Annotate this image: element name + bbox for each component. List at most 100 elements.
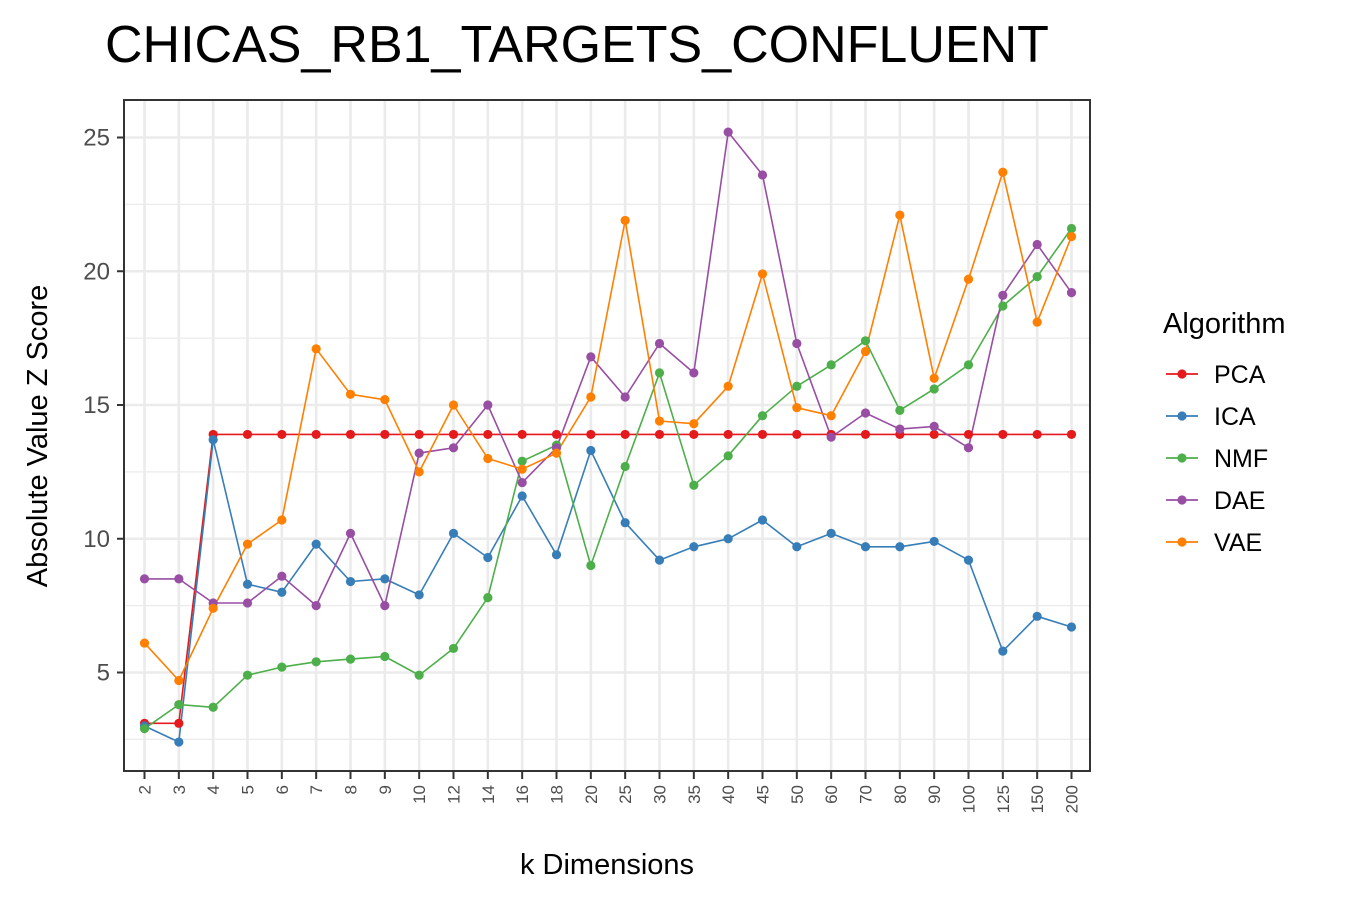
data-point-ica <box>620 518 630 528</box>
data-point-dae <box>723 127 733 137</box>
data-point-dae <box>586 352 596 362</box>
data-point-vae <box>174 675 184 686</box>
data-point-nmf <box>689 480 699 490</box>
x-tick-label: 90 <box>925 785 944 804</box>
data-point-pca <box>448 429 459 440</box>
legend-key-point-pca <box>1177 369 1187 379</box>
data-point-vae <box>380 395 390 405</box>
data-point-nmf <box>174 700 184 710</box>
data-point-ica <box>414 590 424 600</box>
data-point-pca <box>517 429 527 440</box>
data-point-ica <box>963 555 974 565</box>
data-point-dae <box>174 574 184 584</box>
data-point-nmf <box>345 654 356 664</box>
x-tick-label: 20 <box>582 785 601 804</box>
data-point-dae <box>895 424 905 434</box>
x-tick-label: 10 <box>410 785 429 804</box>
data-point-ica <box>792 542 802 552</box>
legend-key-point-ica <box>1177 411 1187 421</box>
data-point-dae <box>654 338 665 349</box>
x-tick-label: 3 <box>170 785 189 794</box>
data-point-ica <box>860 542 871 552</box>
data-point-dae <box>242 598 253 608</box>
data-point-pca <box>963 429 974 440</box>
x-tick-label: 40 <box>719 785 738 804</box>
data-point-pca <box>380 429 390 440</box>
data-point-vae <box>277 515 287 525</box>
data-point-nmf <box>586 560 596 571</box>
legend-title: Algorithm <box>1163 308 1286 340</box>
data-point-vae <box>723 381 733 391</box>
data-point-vae <box>998 167 1008 177</box>
data-point-ica <box>517 491 527 501</box>
data-point-dae <box>998 290 1008 300</box>
data-point-vae <box>826 411 836 421</box>
data-point-nmf <box>860 336 871 346</box>
data-point-nmf <box>826 360 836 370</box>
data-point-nmf <box>277 662 287 672</box>
y-tick-label: 5 <box>97 660 110 687</box>
x-tick-label: 14 <box>479 785 498 804</box>
data-point-vae <box>448 400 459 410</box>
data-point-dae <box>792 338 802 349</box>
data-point-vae <box>1066 231 1077 242</box>
data-point-vae <box>551 448 562 458</box>
data-point-nmf <box>998 301 1008 311</box>
x-tick-label: 200 <box>1063 785 1082 813</box>
data-point-vae <box>963 274 974 284</box>
x-tick-label: 100 <box>960 785 979 813</box>
x-tick-label: 7 <box>307 785 326 794</box>
data-point-vae <box>1032 317 1042 327</box>
data-point-nmf <box>929 384 939 394</box>
data-point-ica <box>929 536 939 547</box>
data-point-nmf <box>620 461 630 472</box>
data-point-nmf <box>1066 223 1077 234</box>
x-tick-label: 2 <box>136 785 155 794</box>
legend-label-dae: DAE <box>1214 487 1265 515</box>
x-tick-label: 25 <box>616 785 635 804</box>
x-tick-label: 5 <box>239 785 258 794</box>
data-point-ica <box>208 435 218 445</box>
series-line-ica <box>144 438 1072 743</box>
series-line-vae <box>143 171 1073 682</box>
data-point-pca <box>345 429 356 440</box>
x-tick-label: 70 <box>857 785 876 804</box>
data-point-ica <box>895 542 905 552</box>
data-point-dae <box>448 443 459 453</box>
data-point-nmf <box>242 670 253 680</box>
legend-label-ica: ICA <box>1214 403 1256 431</box>
data-point-pca <box>483 429 493 440</box>
data-point-pca <box>551 429 562 440</box>
data-point-pca <box>174 718 184 728</box>
data-point-pca <box>757 429 768 440</box>
data-point-pca <box>242 429 253 440</box>
x-tick-label: 8 <box>342 785 361 794</box>
data-point-dae <box>483 400 493 410</box>
data-point-dae <box>826 432 836 442</box>
data-point-dae <box>1032 239 1042 250</box>
data-point-ica <box>654 555 665 565</box>
data-point-pca <box>1032 429 1042 440</box>
data-point-vae <box>895 210 905 220</box>
data-point-pca <box>998 429 1008 440</box>
data-point-dae <box>963 443 974 453</box>
data-point-ica <box>998 646 1008 656</box>
data-point-nmf <box>208 702 218 712</box>
legend-label-pca: PCA <box>1214 361 1266 389</box>
data-point-vae <box>860 346 871 357</box>
data-point-dae <box>689 368 699 378</box>
data-point-ica <box>483 552 493 563</box>
data-point-pca <box>689 429 699 440</box>
data-point-nmf <box>414 670 424 680</box>
data-point-nmf <box>483 593 493 603</box>
data-point-nmf <box>895 405 905 415</box>
x-tick-label: 125 <box>994 785 1013 813</box>
data-point-pca <box>414 429 424 440</box>
data-point-vae <box>483 453 493 464</box>
data-point-ica <box>1066 622 1077 632</box>
panel-border <box>123 99 1091 772</box>
data-point-dae <box>139 574 150 584</box>
data-point-nmf <box>654 368 665 378</box>
